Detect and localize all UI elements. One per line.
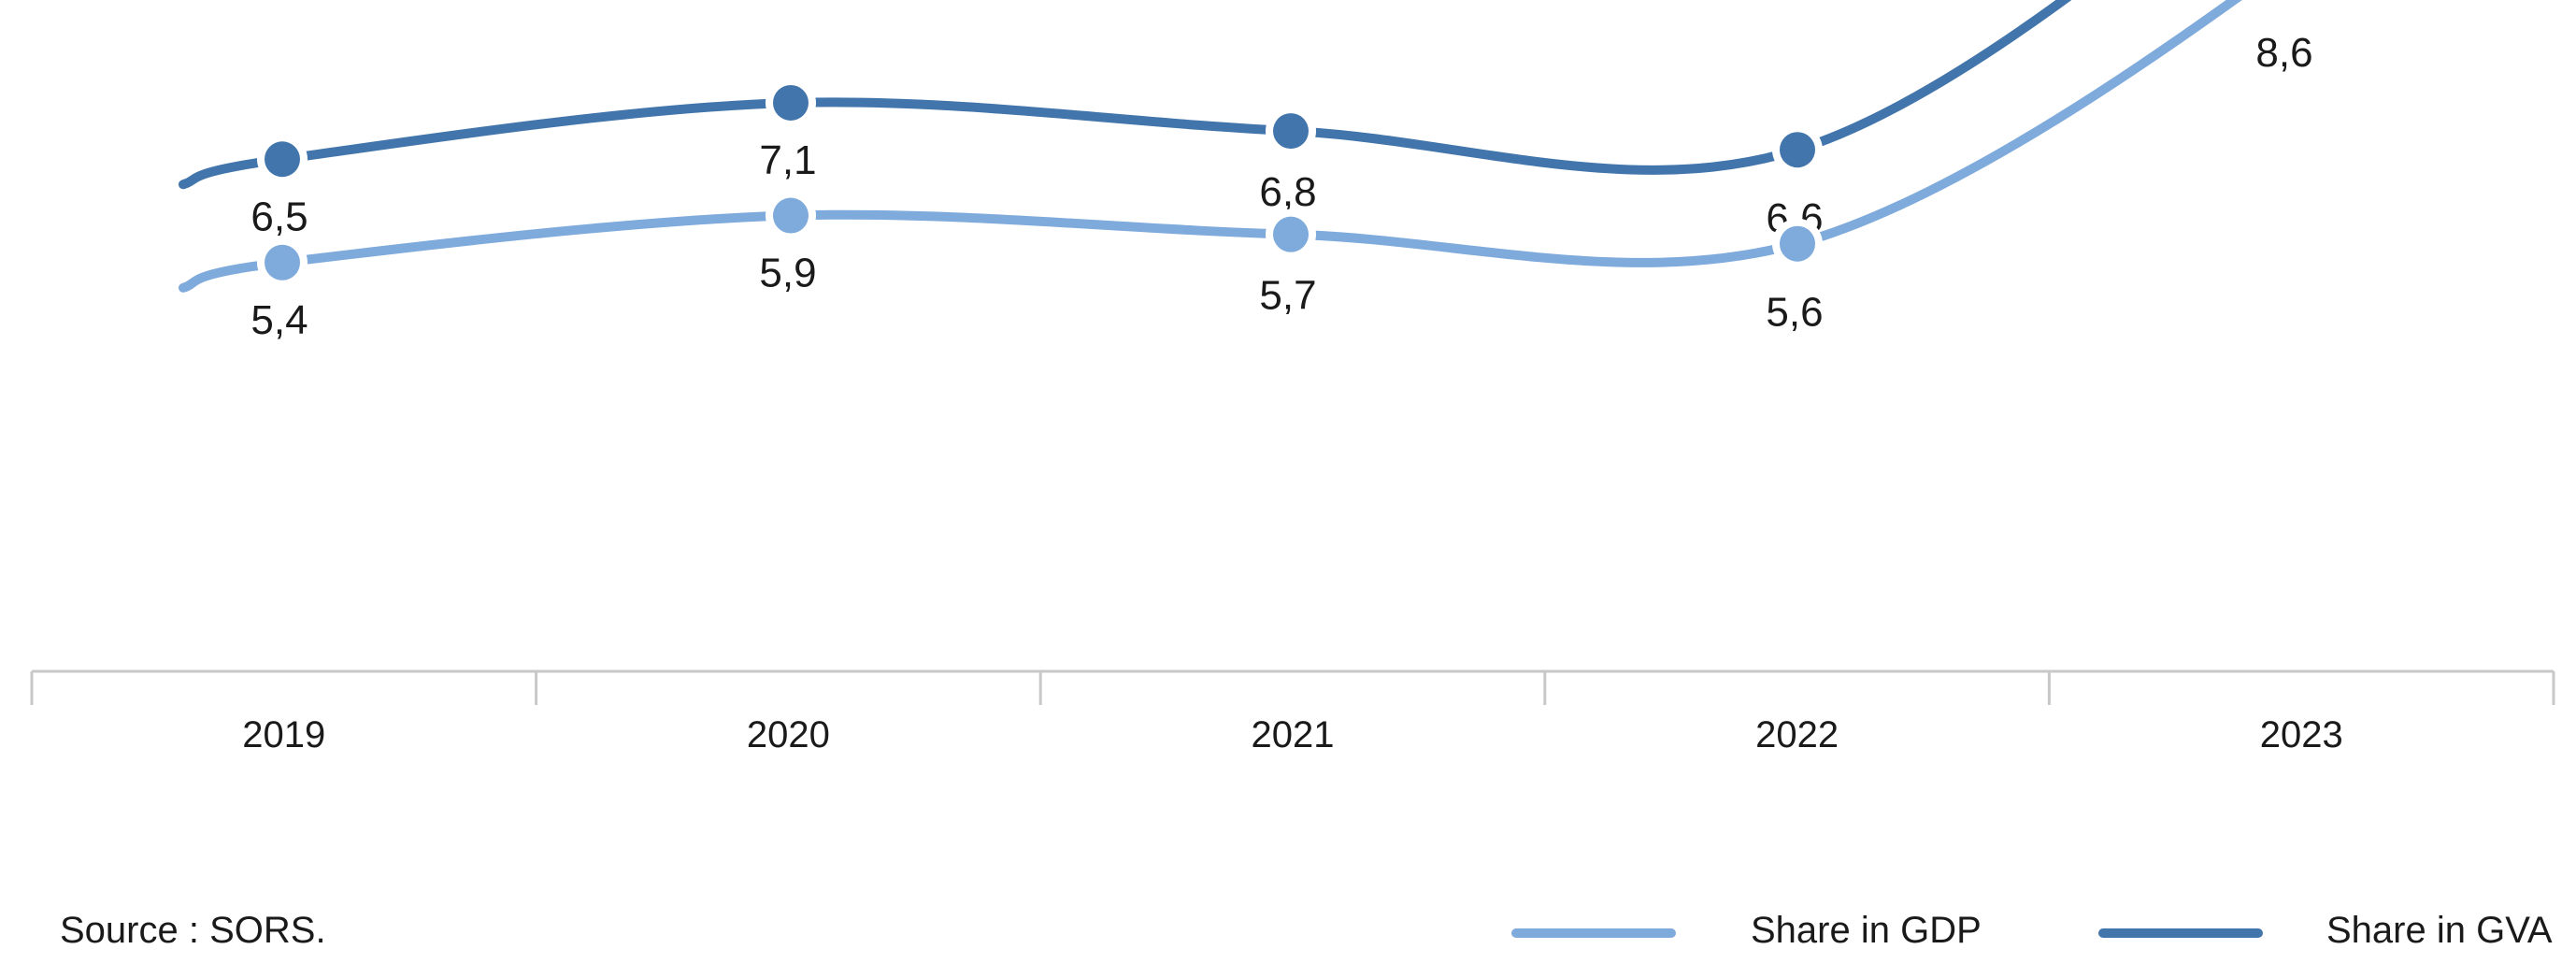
x-tick-label: 2019: [242, 714, 325, 755]
data-label-gdp: 5,9: [759, 251, 816, 296]
data-label-gdp: 5,7: [1259, 273, 1316, 319]
x-tick-label: 2020: [747, 714, 830, 755]
x-axis: 2019 2020 2021 2022 2023: [30, 669, 2555, 755]
data-label-gva: 6,5: [250, 194, 308, 239]
legend-label-gva: Share in GVA: [2326, 910, 2553, 951]
data-point-gva: [1780, 132, 1815, 168]
x-tick-label: 2022: [1755, 714, 1839, 755]
data-label-gdp: 5,6: [1766, 290, 1823, 336]
legend-label-gdp: Share in GDP: [1751, 910, 1982, 951]
data-point-gdp: [1273, 216, 1309, 252]
data-label-gdp: 8,6: [2255, 30, 2312, 76]
data-label-gva: 6,8: [1259, 169, 1316, 215]
x-tick-label: 2021: [1252, 714, 1335, 755]
data-label-gdp: 5,4: [250, 297, 308, 343]
series-layer: 6,57,16,86,610,15,45,95,75,68,6: [179, 0, 2313, 343]
footer: Source : SORS. Share in GDP Share in GVA: [60, 910, 2553, 951]
x-tick-label: 2023: [2260, 714, 2343, 755]
data-point-gdp: [773, 197, 809, 234]
series-gva: 6,57,16,86,610,1: [179, 0, 2072, 241]
data-point-gva: [1273, 113, 1309, 150]
data-point-gva: [265, 141, 300, 178]
series-gdp: 5,4 5,9 5,7 5,6 8,6: [179, 0, 2313, 343]
series-line-gva: [179, 0, 2072, 190]
data-label-gva: 7,1: [759, 137, 816, 183]
data-point-gva: [773, 84, 809, 121]
data-point-gdp: [1780, 225, 1815, 262]
data-point-gdp: [265, 244, 300, 280]
source-note: Source : SORS.: [60, 910, 326, 951]
